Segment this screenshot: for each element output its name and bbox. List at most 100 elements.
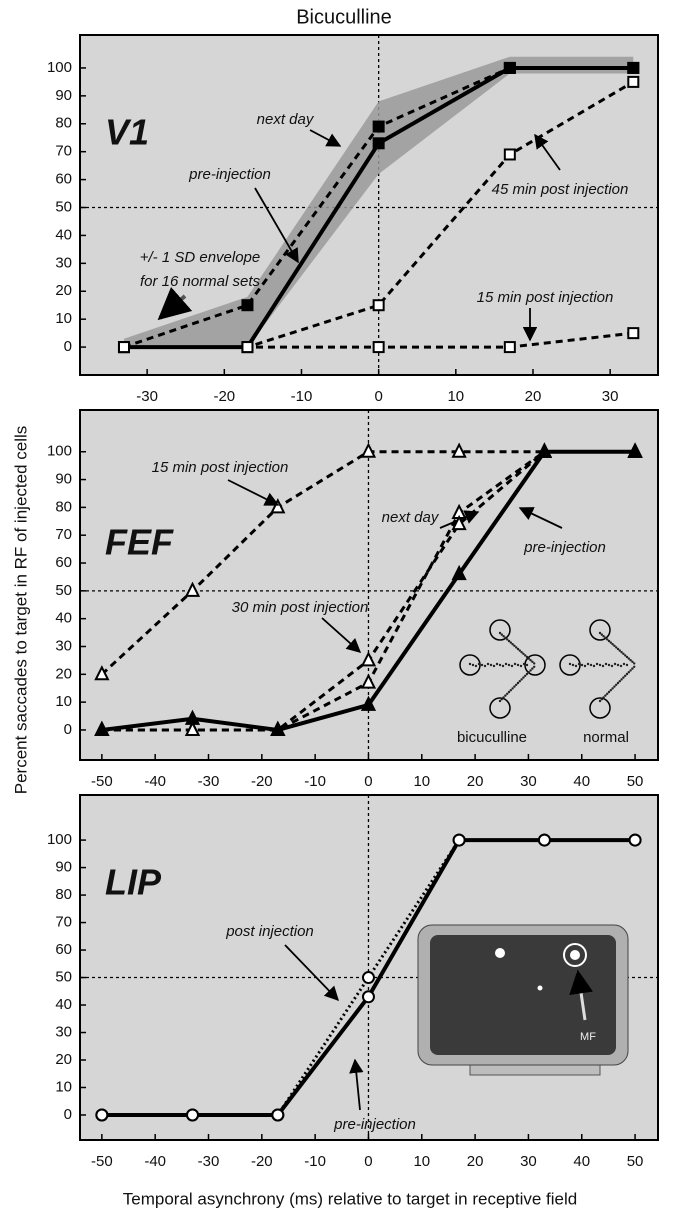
stimulus [570,950,580,960]
saccade-dot [500,698,503,701]
saccade-dot [627,657,630,660]
x-tick-label: 0 [364,1153,372,1170]
x-tick-label: 10 [447,388,464,405]
saccade-dot [598,663,602,667]
saccade-dot [511,643,514,646]
saccade-dot [525,655,529,659]
y-tick-label: 80 [55,498,72,515]
marker [186,1108,200,1122]
saccade-dot [633,662,636,665]
marker [372,341,385,354]
x-tick-label: 20 [467,773,484,790]
marker [360,695,377,711]
scatter-inset [459,619,636,719]
saccade-dot [498,663,502,667]
x-tick-label: -40 [144,1153,166,1170]
saccade-dot [504,694,507,697]
saccade-dot [624,674,627,677]
y-tick-label: 60 [55,171,72,188]
saccade-dot [577,662,581,666]
x-axis-label: Temporal asynchrony (ms) relative to tar… [123,1189,577,1208]
saccade-dot [622,676,625,679]
marker [270,498,286,514]
saccade-dot [477,662,481,666]
y-tick-label: 30 [55,254,72,271]
saccade-dot [568,662,572,666]
saccade-dot [611,687,614,690]
saccade-dot [598,699,602,703]
panel-label: FEF [105,522,174,563]
saccade-dot [522,676,525,679]
saccade-dot [633,665,636,668]
saccade-dot [520,678,523,681]
saccade-dot [520,651,523,654]
y-tick-label: 70 [55,526,72,543]
y-tick-label: 80 [55,115,72,132]
x-tick-label: -10 [291,388,313,405]
x-tick-label: -30 [198,773,220,790]
plot-area [79,34,659,376]
saccade-dot [507,690,511,694]
x-tick-label: -50 [91,1153,113,1170]
y-tick-label: 60 [55,941,72,958]
y-tick-label: 50 [55,198,72,215]
saccade-dot [518,680,521,683]
marker [117,341,130,354]
marker [184,720,201,736]
saccade-dot [509,641,512,644]
marker [372,120,385,133]
x-tick-label: 0 [374,388,382,405]
saccade-dot [524,654,527,657]
target-circle [589,697,611,719]
marker [627,75,640,88]
series-annotation: next day [257,111,315,128]
monitor-base [469,1064,601,1076]
saccade-dot [622,652,625,655]
stimulus [495,948,505,958]
saccade-dot [589,663,593,667]
saccade-dot [600,633,603,636]
x-tick-label: 30 [520,1153,537,1170]
series-annotation: next day [382,509,440,526]
saccade-dot [507,639,511,643]
target-circle [489,619,511,641]
marker [241,299,254,312]
inset-label: bicuculline [457,729,527,746]
series-annotation: 15 min post injection [152,459,289,476]
y-tick-label: 70 [55,143,72,160]
x-tick-label: -20 [213,388,235,405]
y-tick-label: 50 [55,969,72,986]
marker [94,665,110,681]
saccade-dot [506,692,509,695]
x-tick-label: -40 [144,773,166,790]
saccade-dot [604,694,607,697]
saccade-dot [631,660,634,663]
marker [184,709,201,725]
saccade-dot [625,663,629,667]
inset-label: MF [580,1031,596,1043]
saccade-dot [607,639,611,643]
marker [372,137,385,150]
series-annotation: 45 min post injection [492,181,629,198]
saccade-dot [618,680,621,683]
saccade-dot [624,654,627,657]
saccade-dot [525,672,529,676]
marker [627,61,640,74]
y-tick-label: 0 [64,1106,72,1123]
saccade-dot [522,652,525,655]
saccade-dot [498,631,502,635]
saccade-dot [504,662,508,666]
annotation-arrow [254,187,299,264]
saccade-dot [513,685,516,688]
marker [372,299,385,312]
saccade-dot [527,657,530,660]
envelope-label: +/- 1 SD envelope [140,249,261,266]
saccade-dot [622,662,626,666]
saccade-dot [519,664,523,668]
y-tick-label: 80 [55,886,72,903]
saccade-dot [613,662,617,666]
saccade-dot [529,659,532,662]
marker [452,833,466,847]
marker [503,61,516,74]
